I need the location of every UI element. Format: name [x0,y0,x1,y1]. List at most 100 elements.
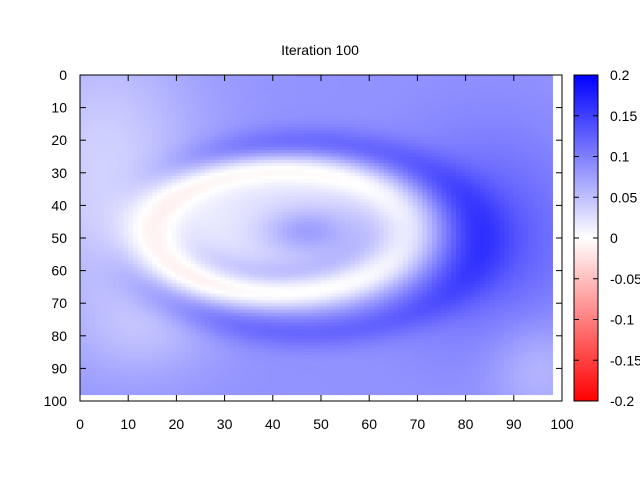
heatmap-cell [239,208,245,213]
heatmap-cell [378,192,385,197]
heatmap-cell [335,84,341,89]
heatmap-cell [272,166,279,171]
heatmap-cell [508,117,515,122]
heatmap-cell [253,176,259,180]
heatmap-cell [494,140,500,145]
heatmap-cell [253,231,259,236]
heatmap-cell [229,185,235,190]
heatmap-cell [383,205,390,210]
heatmap-cell [354,163,361,167]
heatmap-cell [325,208,332,213]
heatmap-cell [224,110,231,115]
heatmap-cell [455,120,462,125]
heatmap-cell [402,104,409,109]
heatmap-cell [316,75,322,79]
heatmap-cell [547,189,553,193]
heatmap-cell [369,130,375,135]
heatmap-cell [402,185,409,190]
heatmap-cell [369,101,375,105]
heatmap-cell [489,238,496,242]
heatmap-cell [359,114,365,118]
heatmap-cell [446,202,452,206]
heatmap-cell [277,127,284,132]
heatmap-cell [398,231,404,236]
heatmap-cell [388,238,394,242]
heatmap-cell [287,88,293,92]
heatmap-cell [94,101,100,105]
heatmap-cell [142,130,149,135]
heatmap-cell [455,149,462,154]
heatmap-cell [277,107,284,112]
heatmap-cell [489,215,496,220]
heatmap-cell [533,136,539,141]
heatmap-cell [427,149,433,154]
heatmap-cell [523,101,529,105]
heatmap-cell [513,195,520,200]
heatmap-cell [205,172,211,177]
heatmap-cell [123,224,129,229]
heatmap-cell [306,97,312,102]
heatmap-cell [219,78,226,83]
heatmap-cell [388,114,394,118]
heatmap-cell [210,104,216,109]
heatmap-cell [123,133,129,138]
heatmap-cell [296,234,303,239]
heatmap-cell [248,163,255,167]
heatmap-cell [446,179,452,184]
heatmap-cell [195,140,202,145]
heatmap-cell [94,114,100,118]
heatmap-cell [267,211,274,216]
heatmap-cell [214,211,221,216]
heatmap-cell [306,127,312,132]
heatmap-cell [465,94,472,99]
heatmap-cell [330,84,337,89]
heatmap-cell [239,120,245,125]
heatmap-cell [311,169,317,174]
heatmap-cell [84,114,91,118]
heatmap-cell [508,238,515,242]
heatmap-cell [335,234,341,239]
heatmap-cell [239,169,245,174]
heatmap-cell [513,140,520,145]
heatmap-cell [542,208,549,213]
heatmap-cell [354,159,361,164]
heatmap-cell [195,198,202,203]
heatmap-cell [513,78,520,83]
heatmap-cell [484,231,491,236]
heatmap-cell [484,208,491,213]
heatmap-cell [104,224,110,229]
heatmap-cell [89,221,96,226]
heatmap-cell [470,75,476,79]
heatmap-cell [133,166,139,171]
heatmap-cell [205,156,211,161]
heatmap-cell [239,166,245,171]
heatmap-cell [296,202,303,206]
heatmap-cell [354,228,361,233]
heatmap-cell [359,166,365,171]
heatmap-cell [321,123,327,128]
heatmap-cell [388,88,394,92]
heatmap-cell [161,107,168,112]
heatmap-cell [345,127,351,132]
heatmap-cell [152,192,158,197]
heatmap-cell [484,84,491,89]
heatmap-cell [542,97,549,102]
heatmap-cell [528,176,534,180]
heatmap-cell [523,234,529,239]
heatmap-cell [537,198,544,203]
heatmap-cell [171,234,177,239]
heatmap-cell [354,133,361,138]
heatmap-cell [330,94,337,99]
heatmap-cell [451,88,457,92]
heatmap-cell [104,208,110,213]
heatmap-cell [292,176,298,180]
heatmap-cell [161,185,168,190]
heatmap-cell [446,149,452,154]
heatmap-cell [359,123,365,128]
heatmap-cell [475,182,481,187]
heatmap-cell [296,149,303,154]
heatmap-cell [475,172,481,177]
heatmap-cell [142,228,149,233]
heatmap-cell [84,185,91,190]
heatmap-cell [282,182,288,187]
